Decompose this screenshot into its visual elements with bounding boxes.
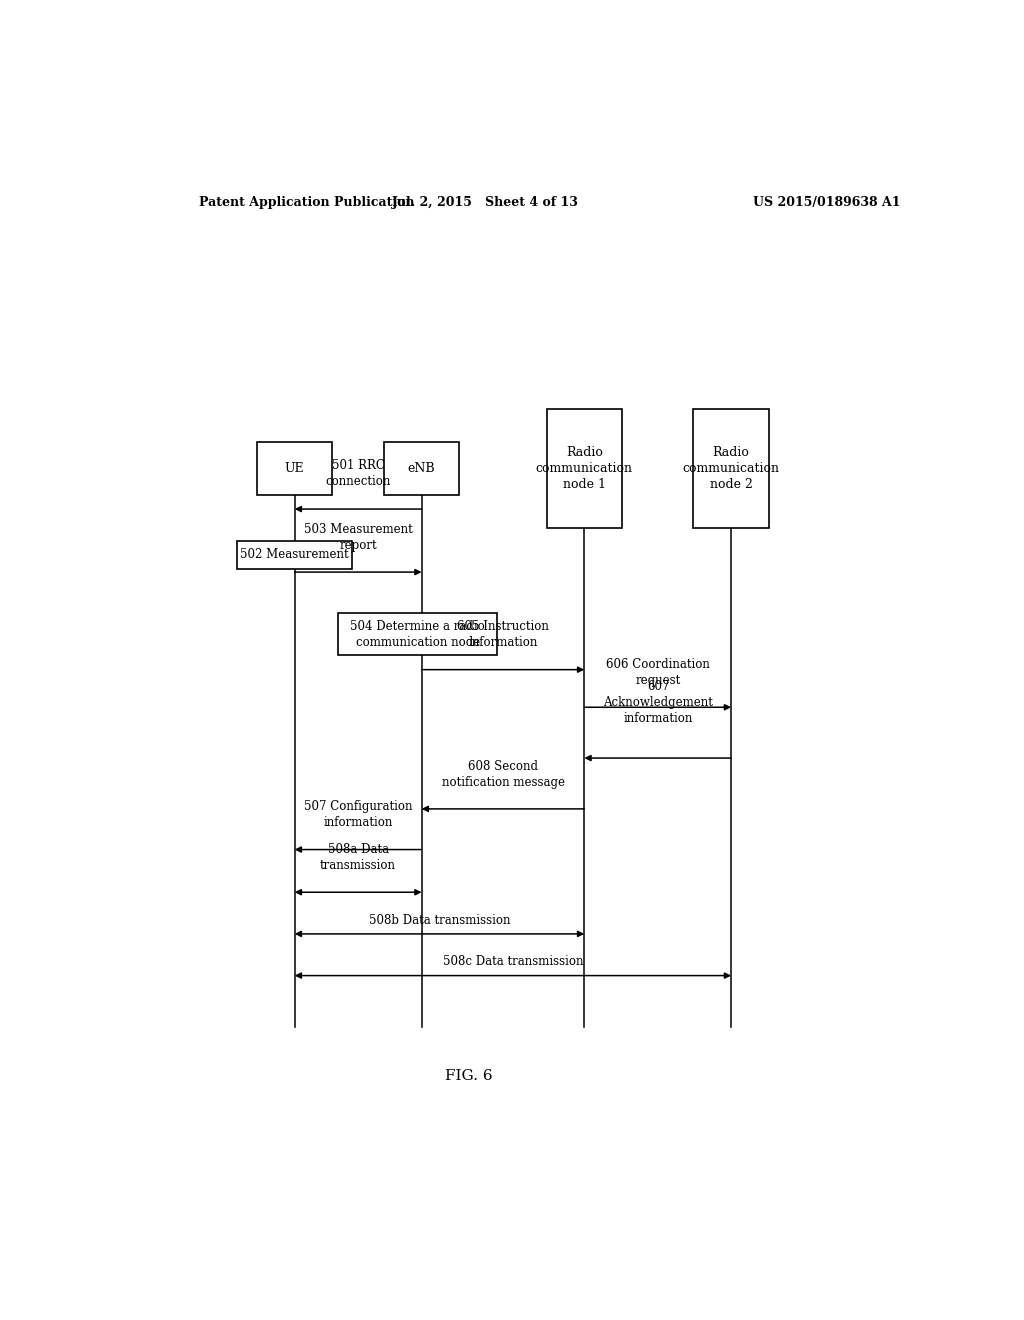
- FancyBboxPatch shape: [257, 442, 333, 495]
- FancyBboxPatch shape: [384, 442, 460, 495]
- Text: 508c Data transmission: 508c Data transmission: [442, 956, 583, 969]
- Text: 502 Measurement: 502 Measurement: [241, 548, 349, 561]
- Text: 606 Coordination
request: 606 Coordination request: [606, 657, 710, 686]
- Text: 504 Determine a radio
communication node: 504 Determine a radio communication node: [350, 619, 485, 648]
- Text: 508b Data transmission: 508b Data transmission: [369, 913, 511, 927]
- Text: 608 Second
notification message: 608 Second notification message: [442, 759, 565, 788]
- Text: 607
Acknowledgement
information: 607 Acknowledgement information: [603, 680, 713, 725]
- Text: eNB: eNB: [408, 462, 435, 475]
- FancyBboxPatch shape: [238, 541, 352, 569]
- Text: 508a Data
transmission: 508a Data transmission: [321, 843, 396, 873]
- Text: UE: UE: [285, 462, 304, 475]
- Text: Radio
communication
node 2: Radio communication node 2: [683, 446, 779, 491]
- FancyBboxPatch shape: [338, 612, 497, 656]
- FancyBboxPatch shape: [693, 409, 769, 528]
- Text: Jul. 2, 2015   Sheet 4 of 13: Jul. 2, 2015 Sheet 4 of 13: [392, 195, 579, 209]
- Text: US 2015/0189638 A1: US 2015/0189638 A1: [753, 195, 900, 209]
- Text: FIG. 6: FIG. 6: [445, 1069, 494, 1084]
- FancyBboxPatch shape: [547, 409, 622, 528]
- Text: Patent Application Publication: Patent Application Publication: [200, 195, 415, 209]
- Text: 507 Configuration
information: 507 Configuration information: [304, 800, 413, 829]
- Text: 503 Measurement
report: 503 Measurement report: [304, 523, 413, 552]
- Text: 501 RRC
connection: 501 RRC connection: [326, 459, 391, 487]
- Text: Radio
communication
node 1: Radio communication node 1: [536, 446, 633, 491]
- Text: 605 Instruction
information: 605 Instruction information: [458, 620, 549, 649]
